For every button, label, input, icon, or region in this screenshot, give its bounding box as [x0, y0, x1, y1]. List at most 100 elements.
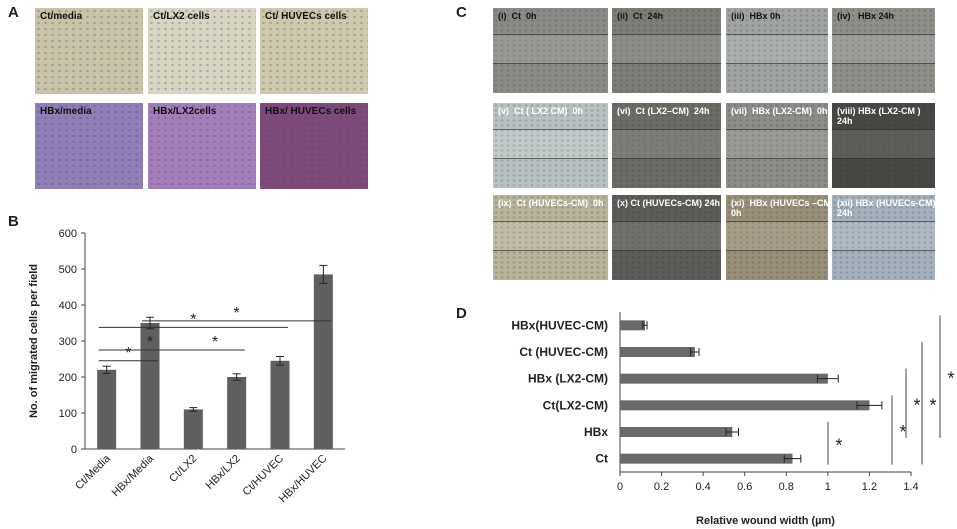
- wound-texture: [726, 8, 828, 93]
- micrograph-label: Ct/media: [40, 11, 83, 22]
- micrograph-label: HBx/LX2cells: [153, 106, 217, 117]
- wound-gap: [832, 220, 935, 252]
- significance-star: *: [212, 334, 218, 351]
- wound-image-label: (v) Ct ( LX2 CM) 0h: [498, 106, 583, 116]
- micrograph-label: HBx/media: [40, 106, 92, 117]
- wound-image-6: (vi) Ct (LX2–CM) 24h: [612, 103, 721, 188]
- y-tick-label: HBx (LX2-CM): [528, 372, 608, 386]
- micrograph-texture: [148, 103, 256, 189]
- micrograph-label: Ct/LX2 cells: [153, 11, 210, 22]
- bar-hbx-lx2: [227, 377, 247, 449]
- y-tick-label: 300: [59, 336, 77, 348]
- bar-hbx-huvec: [313, 274, 333, 449]
- bar-ct-lx2: [183, 409, 203, 449]
- wound-texture: [832, 103, 935, 188]
- wound-gap: [612, 220, 721, 252]
- x-tick-label: 0: [617, 481, 623, 493]
- x-tick-label: HBx/Media: [110, 452, 157, 499]
- y-tick-label: Ct(LX2-CM): [543, 398, 608, 412]
- wound-texture: [493, 195, 608, 280]
- wound-image-4: (iv) HBx 24h: [832, 8, 935, 93]
- wound-gap: [726, 128, 828, 160]
- wound-image-label: (i) Ct 0h: [498, 11, 537, 21]
- significance-star: *: [929, 395, 936, 415]
- wound-image-8: (viii) HBx (LX2-CM ) 24h: [832, 103, 935, 188]
- y-tick-label: 200: [59, 372, 77, 384]
- micrograph-texture: [35, 8, 143, 94]
- x-tick-label: HBx/LX2: [204, 453, 243, 492]
- y-tick-label: 100: [59, 408, 77, 420]
- panel-b-letter: B: [8, 213, 19, 230]
- bar-ct-media: [97, 369, 117, 449]
- y-tick-label: HBx(HUVEC-CM): [511, 318, 608, 332]
- wound-image-2: (ii) Ct 24h: [612, 8, 721, 93]
- micrograph-a-5: HBx/LX2cells: [148, 103, 256, 189]
- wound-texture: [726, 195, 828, 280]
- significance-star: *: [147, 334, 153, 351]
- y-tick-label: HBx: [584, 425, 608, 439]
- bar-hbx-huvec-cm-: [620, 320, 645, 331]
- wound-image-10: (x) Ct (HUVECs-CM) 24h: [612, 195, 721, 280]
- wound-image-label: (vii) HBx (LX2-CM) 0h: [731, 106, 828, 116]
- y-tick-label: 500: [59, 264, 77, 276]
- wound-image-9: (ix) Ct (HUVECs-CM) 0h: [493, 195, 608, 280]
- wound-image-label: (xi) HBx (HUVECs –CM) 0h: [731, 198, 828, 218]
- wound-image-label: (ii) Ct 24h: [617, 11, 664, 21]
- significance-star: *: [234, 305, 240, 322]
- bar-ct: [620, 453, 793, 464]
- micrograph-a-3: Ct/ HUVECs cells: [260, 8, 368, 94]
- micrograph-a-4: HBx/media: [35, 103, 143, 189]
- y-tick-label: 400: [59, 300, 77, 312]
- micrograph-texture: [148, 8, 256, 94]
- significance-star: *: [899, 422, 906, 442]
- wound-image-3: (iii) HBx 0h: [726, 8, 828, 93]
- wound-texture: [493, 103, 608, 188]
- x-tick-label: 1: [825, 481, 831, 493]
- wound-texture: [832, 195, 935, 280]
- x-axis-label: Relative wound width (µm): [696, 515, 835, 527]
- wound-image-label: (vi) Ct (LX2–CM) 24h: [617, 106, 710, 116]
- y-tick-label: 0: [71, 444, 77, 456]
- wound-image-1: (i) Ct 0h: [493, 8, 608, 93]
- x-tick-label: 1.2: [862, 481, 877, 493]
- wound-texture: [726, 103, 828, 188]
- significance-star: *: [947, 369, 954, 389]
- panel-b-migration-chart: 0 100 200 300 400 500 600 No. of migrated cells…: [28, 228, 345, 505]
- bar-hbx-lx2-cm-: [620, 373, 828, 384]
- micrograph-label: HBx/ HUVECs cells: [265, 106, 357, 117]
- wound-image-label: (x) Ct (HUVECs-CM) 24h: [617, 198, 721, 208]
- x-tick-label: 0.4: [695, 481, 710, 493]
- significance-star: *: [913, 395, 920, 415]
- micrograph-texture: [260, 8, 368, 94]
- panel-a-letter: A: [8, 4, 19, 21]
- x-tick-label: Ct/Media: [73, 452, 113, 492]
- wound-gap: [832, 33, 935, 65]
- micrograph-texture: [260, 103, 368, 189]
- micrograph-a-1: Ct/media: [35, 8, 143, 94]
- x-tick-label: 0.6: [737, 481, 752, 493]
- wound-image-12: (xii) HBx (HUVECs-CM) 24h: [832, 195, 935, 280]
- micrograph-a-2: Ct/LX2 cells: [148, 8, 256, 94]
- wound-gap: [726, 33, 828, 65]
- significance-star: *: [190, 311, 196, 328]
- wound-gap: [493, 220, 608, 252]
- wound-texture: [493, 8, 608, 93]
- x-tick-label: 0.8: [779, 481, 794, 493]
- wound-gap: [612, 128, 721, 160]
- x-tick-label: 1.4: [903, 481, 918, 493]
- wound-image-label: (xii) HBx (HUVECs-CM) 24h: [837, 198, 935, 218]
- bar-ct-huvec-cm-: [620, 347, 695, 357]
- wound-image-label: (ix) Ct (HUVECs-CM) 0h: [498, 198, 604, 208]
- x-tick-label: 0.2: [654, 481, 669, 493]
- wound-gap: [493, 33, 608, 65]
- wound-image-label: (iv) HBx 24h: [837, 11, 895, 21]
- micrograph-a-6: HBx/ HUVECs cells: [260, 103, 368, 189]
- wound-texture: [832, 8, 935, 93]
- wound-texture: [612, 103, 721, 188]
- x-tick-label: Ct/HUVEC: [240, 453, 286, 499]
- panel-d-wound-width-chart: 0 0.2 0.4 0.6 0.8 1 1.2 1.4 Relative wound width…: [511, 312, 955, 527]
- panel-c-letter: C: [456, 4, 467, 21]
- y-tick-label: Ct: [595, 452, 608, 466]
- micrograph-texture: [35, 103, 143, 189]
- y-axis-label: No. of migrated cells per field: [28, 264, 40, 418]
